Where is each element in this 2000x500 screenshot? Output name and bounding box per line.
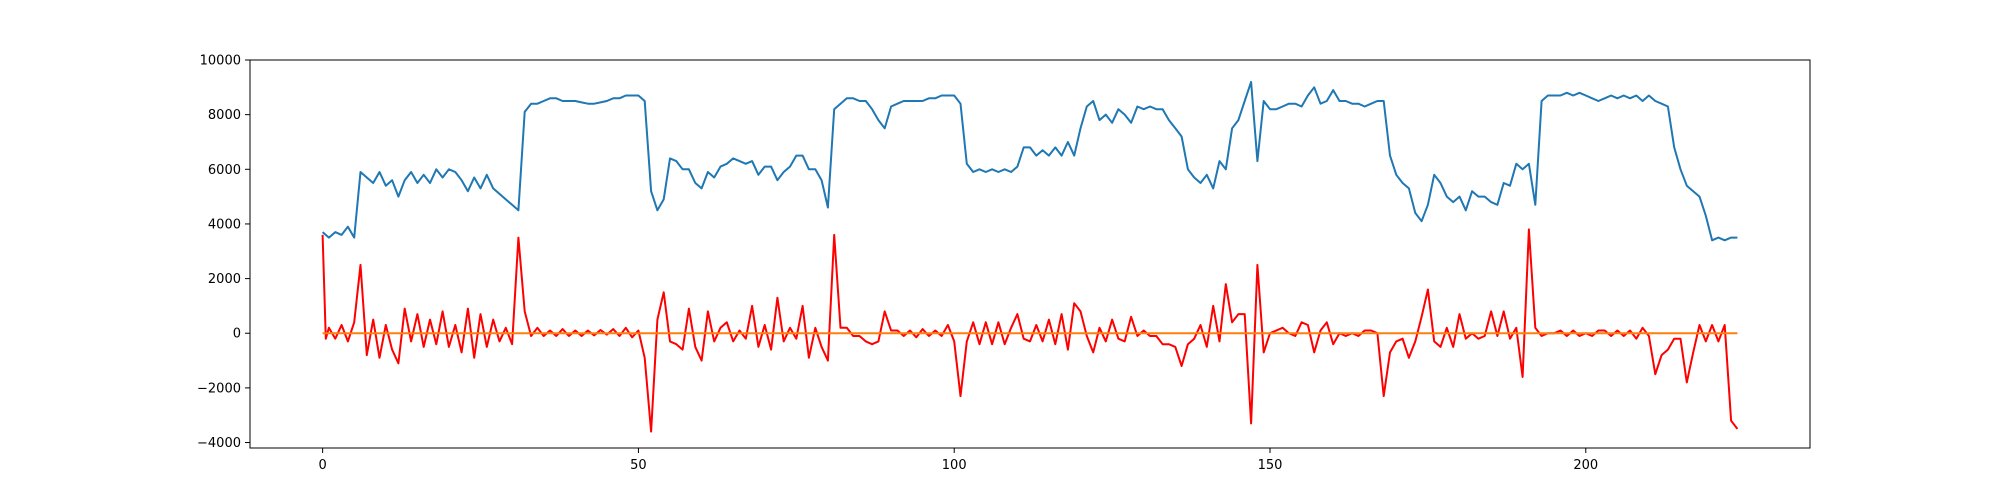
y-tick-label: −2000: [197, 381, 241, 396]
x-tick-label: 200: [1573, 458, 1598, 473]
y-tick-label: 8000: [208, 108, 241, 123]
y-tick-label: 0: [233, 327, 241, 342]
series-layer: [321, 80, 1739, 433]
x-tick-label: 100: [942, 458, 967, 473]
y-tick-label: 6000: [208, 163, 241, 178]
x-axis: 0 50 100 150 200: [318, 448, 1598, 473]
plot-frame: [249, 59, 1811, 449]
x-tick-label: 0: [318, 458, 326, 473]
y-tick-label: 10000: [200, 54, 241, 69]
x-tick-label: 150: [1258, 458, 1283, 473]
y-tick-label: 4000: [208, 217, 241, 232]
y-tick-label: −4000: [197, 436, 241, 451]
series-line-1: [321, 80, 1738, 242]
y-tick-label: 2000: [208, 272, 241, 287]
x-tick-label: 50: [630, 458, 647, 473]
y-axis: −4000 −2000 0 2000 4000 6000 8000 10000: [197, 54, 250, 451]
